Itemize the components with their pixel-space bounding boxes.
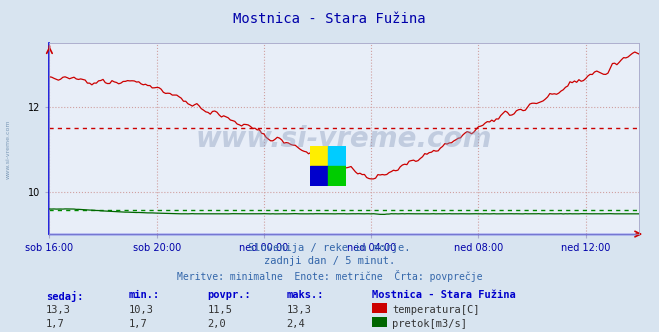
Text: www.si-vreme.com: www.si-vreme.com [5,120,11,179]
Text: zadnji dan / 5 minut.: zadnji dan / 5 minut. [264,256,395,266]
Bar [328,146,346,166]
Text: 10,3: 10,3 [129,305,154,315]
Text: 13,3: 13,3 [287,305,312,315]
Text: 1,7: 1,7 [129,319,147,329]
Text: maks.:: maks.: [287,290,324,300]
Text: 2,0: 2,0 [208,319,226,329]
Text: Meritve: minimalne  Enote: metrične  Črta: povprečje: Meritve: minimalne Enote: metrične Črta:… [177,270,482,282]
Text: sedaj:: sedaj: [46,290,84,301]
Text: www.si-vreme.com: www.si-vreme.com [196,124,492,153]
Text: 13,3: 13,3 [46,305,71,315]
Text: temperatura[C]: temperatura[C] [392,305,480,315]
Bar [310,146,328,166]
Bar [328,166,346,186]
Text: Mostnica - Stara Fužina: Mostnica - Stara Fužina [233,12,426,26]
Text: povpr.:: povpr.: [208,290,251,300]
Text: min.:: min.: [129,290,159,300]
Text: Mostnica - Stara Fužina: Mostnica - Stara Fužina [372,290,516,300]
Text: Slovenija / reke in morje.: Slovenija / reke in morje. [248,243,411,253]
Text: 2,4: 2,4 [287,319,305,329]
Text: 11,5: 11,5 [208,305,233,315]
Text: 1,7: 1,7 [46,319,65,329]
Text: pretok[m3/s]: pretok[m3/s] [392,319,467,329]
Bar [310,166,328,186]
